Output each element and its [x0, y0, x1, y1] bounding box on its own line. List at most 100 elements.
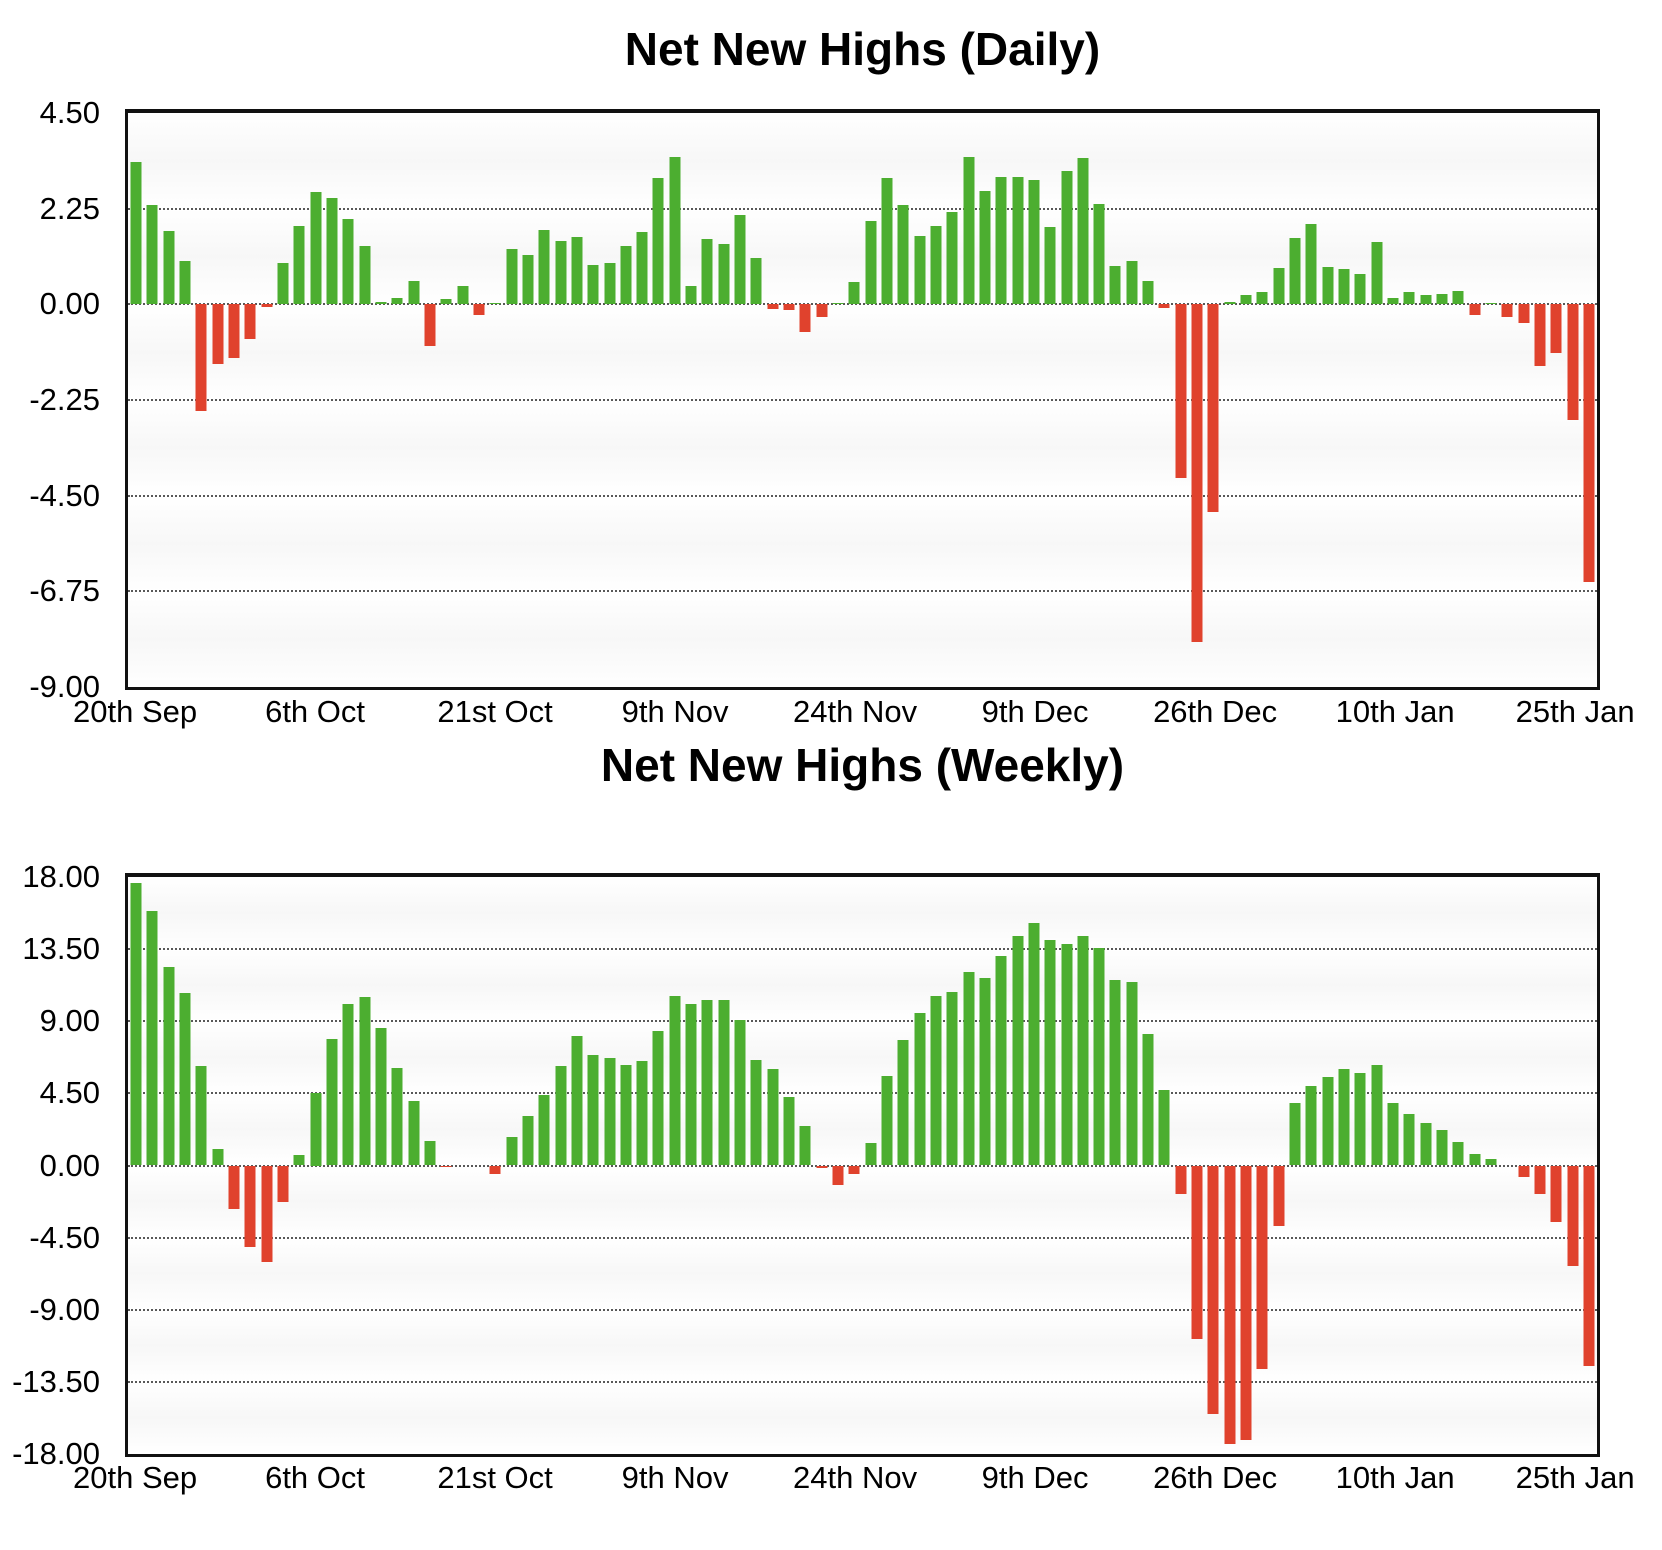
- bar: [1126, 260, 1138, 305]
- bar: [930, 225, 942, 305]
- bar: [179, 261, 191, 305]
- daily-x-axis: 20th Sep 6th Oct 21st Oct 9th Nov 24th Nov 9t…: [73, 694, 1635, 734]
- bar: [1354, 1072, 1366, 1166]
- bar: [506, 1137, 518, 1166]
- bar: [375, 302, 387, 305]
- bar: [163, 231, 175, 305]
- bar: [1289, 1102, 1301, 1166]
- bar: [489, 1165, 501, 1174]
- bar: [228, 1165, 240, 1209]
- y-tick-label: 13.50: [22, 931, 100, 967]
- bar: [310, 1093, 322, 1166]
- bar: [783, 304, 795, 310]
- bar: [244, 304, 256, 339]
- bar: [865, 1143, 877, 1166]
- weekly-x-axis: 20th Sep 6th Oct 21st Oct 9th Nov 24th Nov 9t…: [73, 1460, 1635, 1500]
- bar: [881, 178, 893, 305]
- bar: [1583, 304, 1595, 582]
- bar: [1175, 1165, 1187, 1195]
- bar: [1338, 269, 1350, 305]
- bar: [571, 237, 583, 305]
- bar: [1142, 1034, 1154, 1166]
- bar: [212, 1148, 224, 1166]
- x-tick-label: 26th Dec: [1153, 694, 1278, 729]
- bar: [342, 219, 354, 305]
- bar: [816, 304, 828, 317]
- bar: [1126, 981, 1138, 1166]
- bar: [1077, 157, 1089, 305]
- bar: [1567, 1165, 1579, 1267]
- bar: [604, 263, 615, 305]
- bar: [1387, 298, 1399, 305]
- bar: [963, 971, 975, 1166]
- bar: [1371, 242, 1383, 305]
- bar: [1518, 1165, 1530, 1177]
- bar: [1240, 1165, 1252, 1440]
- bar: [979, 977, 991, 1166]
- bar: [228, 304, 240, 359]
- bar: [1061, 171, 1073, 305]
- bar: [750, 1059, 762, 1166]
- bar: [963, 157, 975, 305]
- bar: [440, 1165, 452, 1168]
- bar: [1322, 1077, 1334, 1166]
- gridline: [128, 303, 1597, 306]
- gridline: [128, 590, 1597, 593]
- x-tick-label: 25th Jan: [1515, 694, 1635, 729]
- x-tick-label: 10th Jan: [1335, 1460, 1455, 1495]
- y-tick-label: 9.00: [39, 1003, 100, 1039]
- bar: [734, 215, 746, 305]
- x-tick-label: 21st Oct: [437, 1460, 553, 1495]
- bar: [342, 1003, 354, 1166]
- bar: [538, 1094, 550, 1166]
- x-tick-label: 26th Dec: [1153, 1460, 1278, 1495]
- bar: [1028, 180, 1040, 305]
- bar: [799, 1126, 811, 1166]
- bar: [555, 241, 567, 305]
- bar: [359, 245, 371, 305]
- bar: [522, 255, 534, 305]
- bar: [701, 1000, 713, 1166]
- weekly-plot-area: [125, 873, 1600, 1457]
- x-tick-label: 6th Oct: [265, 1460, 366, 1495]
- bar: [604, 1058, 615, 1166]
- bar: [571, 1036, 583, 1166]
- bar: [897, 1040, 909, 1166]
- bar: [522, 1115, 534, 1166]
- bar: [277, 1165, 289, 1203]
- y-tick-label: -18.00: [12, 1436, 100, 1471]
- bar: [636, 1060, 648, 1166]
- bar: [1240, 295, 1252, 305]
- bar: [620, 1064, 632, 1166]
- bar: [195, 1066, 207, 1166]
- bar: [1583, 1165, 1595, 1366]
- bar: [1289, 237, 1301, 305]
- bar: [1387, 1102, 1399, 1166]
- bar: [1305, 1086, 1317, 1166]
- bar: [489, 303, 501, 305]
- gridline: [128, 1308, 1597, 1311]
- bar: [701, 239, 713, 305]
- bar: [555, 1066, 567, 1166]
- bar: [130, 883, 142, 1166]
- bar: [1191, 304, 1203, 643]
- bar: [1093, 947, 1105, 1166]
- bar: [652, 178, 664, 305]
- y-tick-label: 18.00: [22, 859, 100, 894]
- gridline: [128, 948, 1597, 951]
- bar: [408, 280, 420, 305]
- bar: [1469, 304, 1481, 315]
- bar: [1403, 1114, 1415, 1166]
- bar: [1436, 1130, 1448, 1166]
- bar: [1077, 936, 1089, 1166]
- bar: [620, 246, 632, 305]
- bar: [1567, 304, 1579, 420]
- bar: [734, 1020, 746, 1166]
- x-tick-label: 6th Oct: [265, 694, 366, 729]
- bar: [244, 1165, 256, 1248]
- bar: [440, 299, 452, 305]
- bar: [979, 190, 991, 305]
- bar: [277, 262, 289, 305]
- bar: [946, 992, 958, 1166]
- bar: [1191, 1165, 1203, 1339]
